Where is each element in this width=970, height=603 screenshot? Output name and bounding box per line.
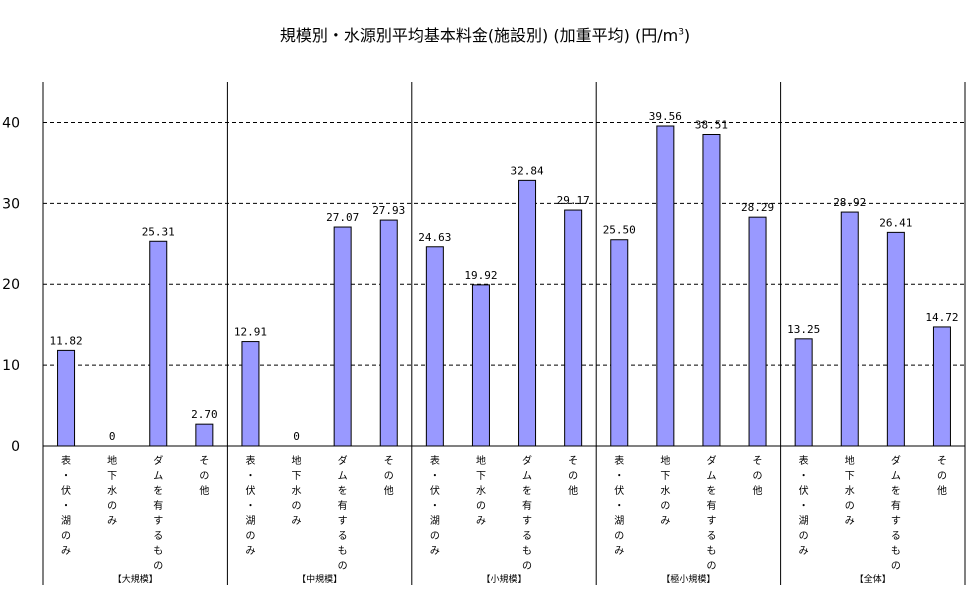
bar [932,326,951,447]
data-label: 0 [109,430,116,443]
x-tick-label: 地下水のみ [845,454,855,527]
data-label: 11.82 [49,334,82,347]
data-label: 0 [293,430,300,443]
y-tick-label: 0 [11,439,20,455]
group-label: 【小規模】 [481,574,526,585]
bar [794,338,813,447]
data-label: 28.29 [741,201,774,214]
bar [149,240,168,447]
group-label: 【大規模】 [113,573,158,585]
bar [518,179,537,447]
bar [379,219,398,447]
bar [656,125,675,447]
bar [748,216,767,447]
chart-title-end: ) [683,26,691,45]
data-label: 12.91 [234,326,267,339]
data-label: 29.17 [557,194,590,207]
data-label: 28.92 [833,196,866,209]
bar [57,349,76,447]
bar [241,341,260,447]
bar [564,209,583,447]
data-label: 25.31 [142,225,175,238]
y-tick-label: 20 [2,277,20,293]
bar [471,284,490,447]
bar [333,226,352,447]
bar [610,239,629,447]
x-tick-label: ダムを有するもの [706,454,716,572]
group-label: 【中規模】 [297,573,342,585]
chart-title: 規模別・水源別平均基本料金(施設別) (加重平均) (円/m3) [0,22,970,46]
data-label: 32.84 [510,164,543,177]
x-tick-label: ダムを有するもの [338,454,348,572]
y-tick-label: 30 [2,196,20,212]
x-tick-label: ダムを有するもの [891,454,901,572]
y-tick-label: 10 [2,358,20,374]
data-label: 39.56 [649,110,682,123]
group-label: 【全体】 [855,573,891,585]
x-tick-label: 表・伏・湖のみ [245,454,255,557]
y-tick-label: 40 [2,115,20,131]
data-label: 25.50 [603,224,636,237]
data-label: 19.92 [464,269,497,282]
data-label: 27.93 [372,204,405,217]
group-label: 【極小規模】 [661,573,715,585]
data-label: 38.51 [695,118,728,131]
data-label: 13.25 [787,323,820,336]
x-tick-label: その他 [199,455,209,497]
x-tick-label: その他 [568,455,578,497]
x-tick-label: ダムを有するもの [522,454,532,572]
data-label: 26.41 [879,216,912,229]
bar [425,246,444,447]
chart-title-main: 規模別・水源別平均基本料金(施設別) (加重平均) (円/m [279,26,679,45]
x-tick-label: 地下水のみ [476,454,486,527]
x-tick-label: 地下水のみ [660,454,670,527]
data-label: 27.07 [326,211,359,224]
x-tick-label: 地下水のみ [107,454,117,527]
data-label: 2.70 [191,408,218,421]
x-tick-label: 表・伏・湖のみ [430,454,440,557]
x-tick-label: 地下水のみ [292,454,302,527]
x-tick-label: 表・伏・湖のみ [61,454,71,557]
x-tick-label: 表・伏・湖のみ [799,454,809,557]
x-tick-label: その他 [937,455,947,497]
data-label: 24.63 [418,231,451,244]
chart-title-superscript: 3 [678,27,684,38]
x-tick-label: その他 [753,455,763,497]
bar [195,423,214,447]
bar [702,133,721,447]
bar [886,231,905,447]
data-label: 14.72 [925,311,958,324]
x-tick-label: ダムを有するもの [153,454,163,572]
bar [840,211,859,447]
x-tick-label: その他 [384,455,394,497]
x-tick-label: 表・伏・湖のみ [614,454,624,557]
